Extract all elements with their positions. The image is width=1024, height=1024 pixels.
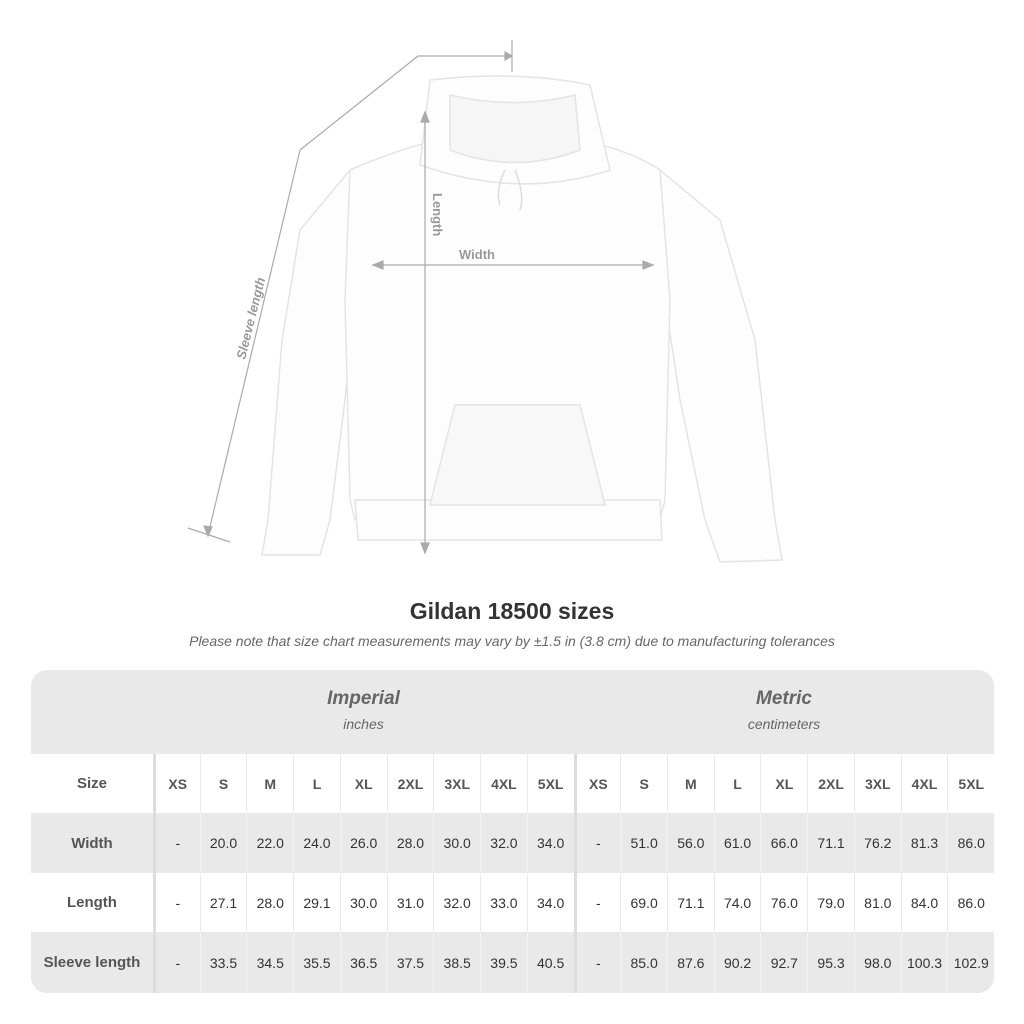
table-cell: - [573, 873, 621, 932]
size-metric-L: L [713, 754, 761, 813]
table-cell: 32.0 [433, 873, 480, 932]
table-cell: 81.0 [853, 873, 901, 932]
size-table: Imperial inches Metric centimeters Size X… [31, 670, 994, 993]
size-label: Size [76, 775, 107, 792]
size-metric-XS: XS [573, 754, 621, 813]
table-cell: - [573, 813, 621, 873]
table-row: Sleeve length -33.5 34.5 35.5 36.5 37.5 38.5 39… [31, 932, 994, 993]
table-cell: - [152, 813, 200, 873]
hoodie-image [261, 75, 783, 563]
table-row: Width -20.0 22.0 24.0 26.0 28.0 30.0 32.0 34.0-5… [31, 813, 994, 873]
size-metric-S: S [620, 754, 667, 813]
metric-heading: Metric [756, 688, 812, 709]
size-imperial-XS: XS [152, 754, 200, 813]
size-imperial-S: S [199, 754, 247, 813]
width-label: Width [459, 247, 495, 262]
size-imperial-3XL: 3XL [433, 754, 480, 813]
table-cell: 74.0 [713, 873, 761, 932]
table-cell: 35.5 [293, 932, 340, 993]
metric-header: Metric centimeters [574, 670, 994, 754]
size-metric-2XL: 2XL [807, 754, 854, 813]
table-cell: 33.5 [199, 932, 247, 993]
table-cell: 87.6 [666, 932, 714, 993]
table-cell: 71.1 [807, 813, 854, 873]
imperial-unit: inches [343, 716, 384, 732]
size-metric-5XL: 5XL [947, 754, 994, 813]
table-cell: 69.0 [620, 873, 667, 932]
table-cell: 38.5 [433, 932, 480, 993]
table-cell: 90.2 [713, 932, 761, 993]
table-cell: 30.0 [339, 873, 387, 932]
table-cell: - [152, 873, 200, 932]
table-cell: 34.5 [246, 932, 293, 993]
table-cell: - [152, 932, 200, 993]
length-label: Length [430, 193, 445, 236]
table-cell: 79.0 [807, 873, 854, 932]
tolerance-note: Please note that size chart measurements… [189, 633, 835, 649]
imperial-header: Imperial inches [153, 670, 574, 754]
table-cell: 39.5 [480, 932, 527, 993]
table-cell: 29.1 [293, 873, 340, 932]
table-cell: 27.1 [199, 873, 247, 932]
table-cell: 51.0 [620, 813, 667, 873]
size-metric-3XL: 3XL [853, 754, 901, 813]
table-cell: 33.0 [480, 873, 527, 932]
chart-title: Gildan 18500 sizes [409, 598, 615, 624]
size-imperial-5XL: 5XL [526, 754, 574, 813]
table-cell: - [573, 932, 621, 993]
table-cell: 56.0 [666, 813, 714, 873]
table-cell: 81.3 [900, 813, 948, 873]
table-cell: 32.0 [480, 813, 527, 873]
table-cell: 66.0 [760, 813, 807, 873]
table-cell: 76.0 [760, 873, 807, 932]
table-cell: 95.3 [807, 932, 854, 993]
table-cell: 28.0 [246, 873, 293, 932]
size-imperial-L: L [293, 754, 340, 813]
table-cell: 71.1 [666, 873, 714, 932]
table-cell: 86.0 [947, 813, 994, 873]
table-cell: 26.0 [339, 813, 387, 873]
hoodie-diagram: Sleeve length Length Width [187, 40, 783, 563]
table-cell: 34.0 [526, 873, 574, 932]
measurement-lines [187, 40, 655, 555]
table-cell: 36.5 [339, 932, 387, 993]
size-metric-4XL: 4XL [900, 754, 948, 813]
imperial-heading: Imperial [327, 688, 400, 709]
size-imperial-2XL: 2XL [386, 754, 434, 813]
table-cell: 98.0 [853, 932, 901, 993]
table-cell: 28.0 [386, 813, 434, 873]
row-label: Width [71, 834, 113, 852]
table-cell: 24.0 [293, 813, 340, 873]
table-cell: 92.7 [760, 932, 807, 993]
sleeve-length-label: Sleeve length [233, 276, 268, 361]
table-cell: 102.9 [947, 932, 994, 993]
table-cell: 31.0 [386, 873, 434, 932]
table-cell: 37.5 [386, 932, 434, 993]
table-cell: 86.0 [947, 873, 994, 932]
row-label: Sleeve length [43, 954, 141, 971]
table-cell: 76.2 [853, 813, 901, 873]
table-cell: 100.3 [900, 932, 948, 993]
size-imperial-M: M [246, 754, 293, 813]
table-cell: 22.0 [246, 813, 293, 873]
table-row: Length -27.1 28.0 29.1 30.0 31.0 32.0 33.0 34.0-… [31, 873, 994, 932]
table-cell: 61.0 [713, 813, 761, 873]
size-imperial-XL: XL [339, 754, 387, 813]
table-cell: 84.0 [900, 873, 948, 932]
table-cell: 34.0 [526, 813, 574, 873]
table-cell: 85.0 [620, 932, 667, 993]
metric-unit: centimeters [747, 716, 821, 732]
size-metric-XL: XL [760, 754, 807, 813]
table-cell: 30.0 [433, 813, 480, 873]
row-label: Length [66, 894, 117, 911]
size-imperial-4XL: 4XL [480, 754, 527, 813]
size-header-row: Size XS S M L XL 2XL 3XL 4XL 5XL XS S M L XL 2XL 3XL 4XL 5… [31, 754, 994, 813]
table-cell: 20.0 [199, 813, 247, 873]
table-cell: 40.5 [526, 932, 574, 993]
size-metric-M: M [666, 754, 714, 813]
